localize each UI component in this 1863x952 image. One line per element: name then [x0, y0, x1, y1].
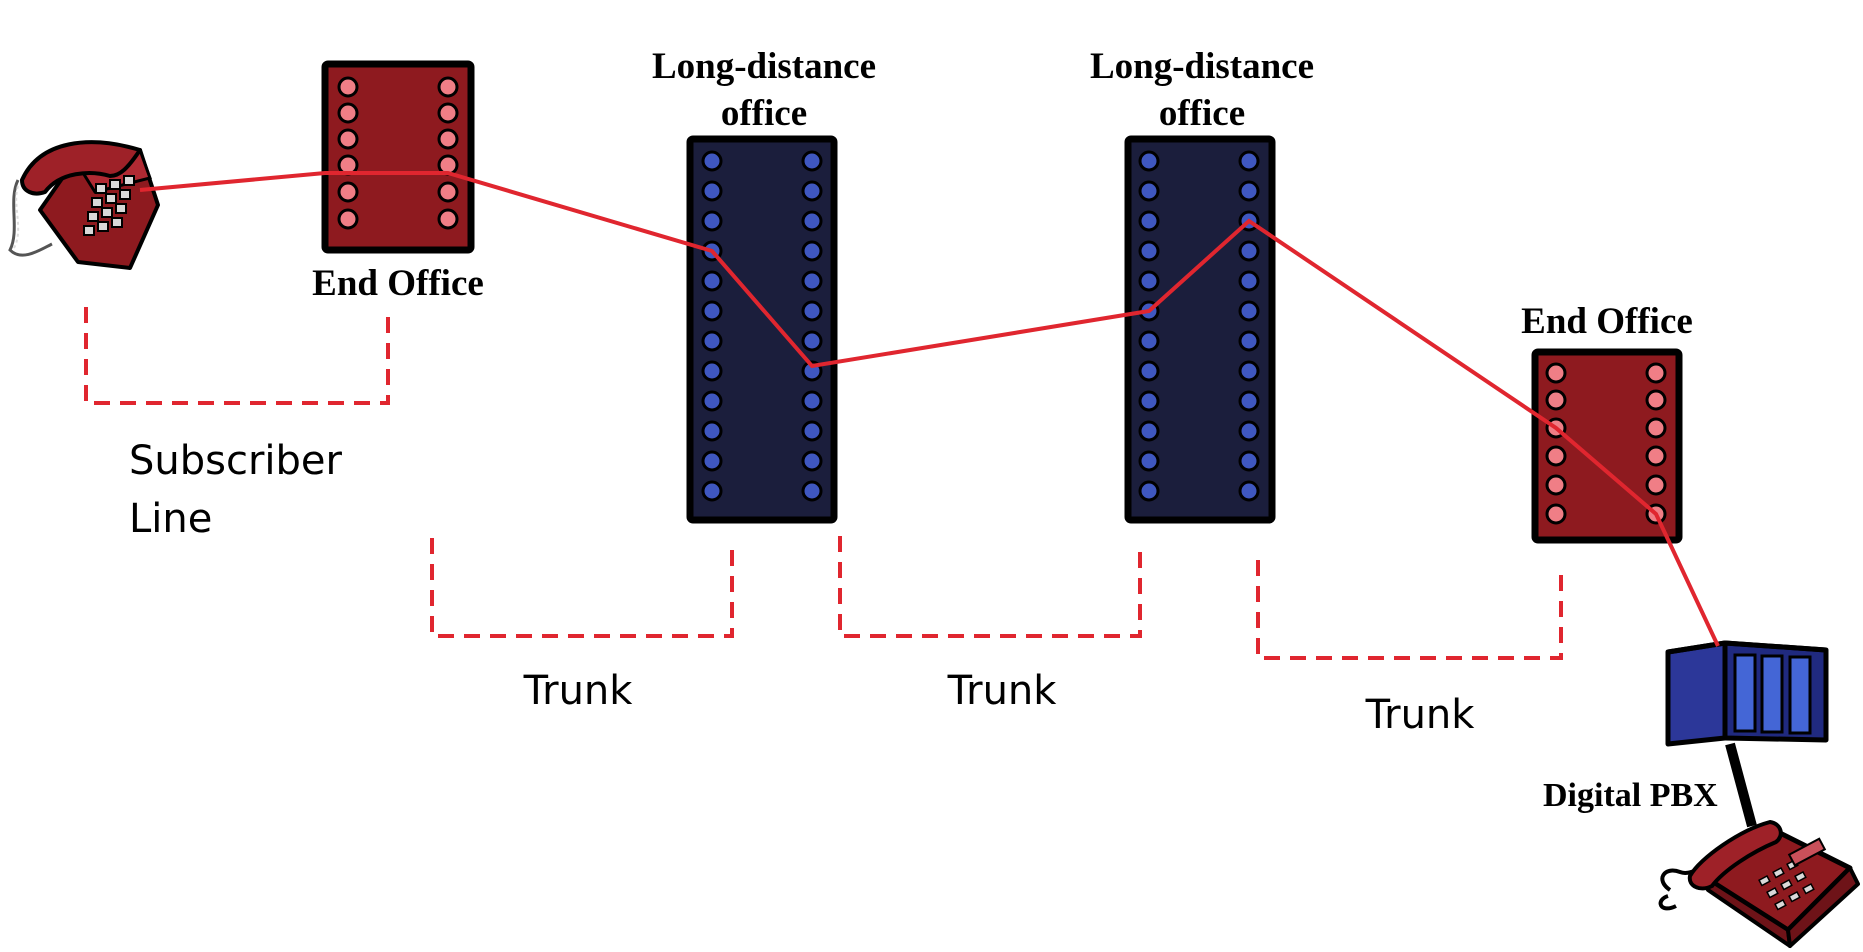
end-office-left-label: End Office [312, 263, 484, 304]
trunk-label-2: Trunk [947, 668, 1058, 714]
call-route-line [139, 171, 1720, 647]
subscriber-line-label: Subscriber [129, 438, 343, 484]
long-distance-office-1-label-line2: office [721, 93, 807, 134]
long-distance-office-1 [686, 135, 838, 524]
long-distance-office-2-label: Long-distance [1090, 46, 1314, 87]
trunk-label-3: Trunk [1365, 692, 1476, 738]
end-office-right-label: End Office [1521, 301, 1693, 342]
telephone-icon [8, 140, 160, 270]
long-distance-office-1-label: Long-distance [652, 46, 876, 87]
pbx-phone-cable [1725, 742, 1757, 828]
long-distance-office-2 [1124, 135, 1276, 524]
digital-pbx-label: Digital PBX [1543, 777, 1718, 814]
end-office-right [1531, 348, 1683, 544]
desk-phone-icon [1658, 819, 1860, 948]
long-distance-office-2-label-line2: office [1159, 93, 1245, 134]
subscriber-line-bracket [84, 307, 390, 405]
trunk-bracket-3 [1256, 560, 1563, 660]
server-rack-icon [1665, 640, 1829, 747]
end-office-left [321, 60, 475, 254]
trunk-bracket-1 [430, 538, 734, 638]
trunk-bracket-2 [838, 536, 1142, 638]
trunk-label-1: Trunk [523, 668, 634, 714]
subscriber-line-label-line2: Line [129, 496, 212, 542]
